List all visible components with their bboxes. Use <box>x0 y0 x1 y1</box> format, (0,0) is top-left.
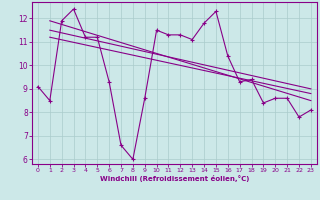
X-axis label: Windchill (Refroidissement éolien,°C): Windchill (Refroidissement éolien,°C) <box>100 175 249 182</box>
